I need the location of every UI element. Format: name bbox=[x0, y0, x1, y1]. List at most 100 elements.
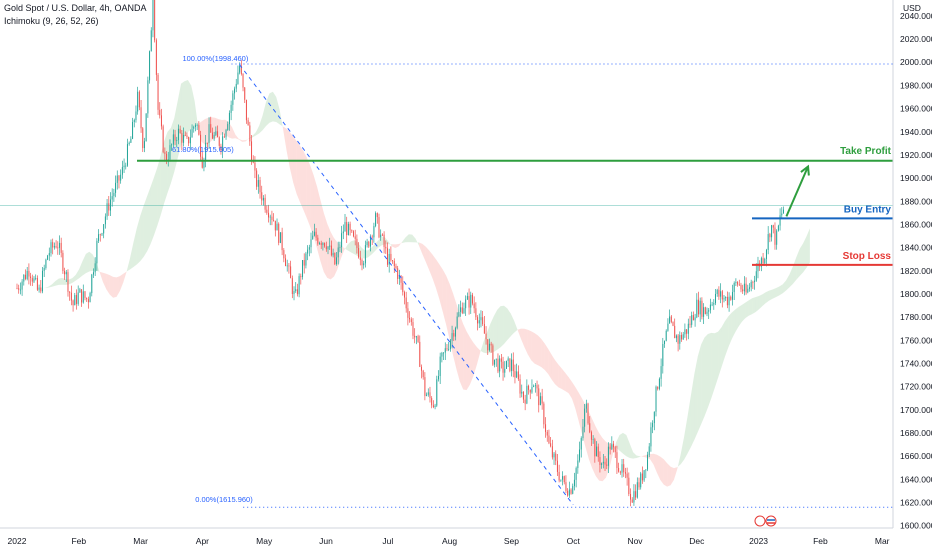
candle-body bbox=[380, 234, 382, 238]
candle-body bbox=[259, 180, 261, 193]
candle-body bbox=[325, 246, 327, 250]
cloud-segment bbox=[799, 243, 804, 276]
candle-body bbox=[169, 145, 171, 160]
candle-body bbox=[351, 230, 353, 232]
x-tick-label: Oct bbox=[567, 536, 581, 546]
candle-body bbox=[247, 120, 249, 126]
candle-body bbox=[313, 231, 315, 236]
cloud-segment bbox=[459, 314, 464, 390]
candle-body bbox=[468, 296, 470, 308]
cloud-segment bbox=[711, 332, 715, 399]
candle-body bbox=[720, 291, 722, 297]
cloud-segment bbox=[55, 278, 59, 286]
cloud-segment bbox=[126, 257, 131, 272]
candle-body bbox=[143, 141, 145, 149]
candle-body bbox=[694, 317, 696, 321]
candle-body bbox=[606, 464, 608, 466]
candle-body bbox=[487, 339, 489, 351]
target-arrow[interactable] bbox=[785, 166, 809, 217]
candle-body bbox=[597, 446, 599, 458]
cloud-segment bbox=[469, 337, 474, 385]
y-tick-label: 1600.000 bbox=[900, 521, 932, 531]
candle-body bbox=[149, 51, 151, 81]
candle-body bbox=[577, 460, 579, 469]
candle-body bbox=[55, 246, 57, 248]
us-flag-event-icon[interactable] bbox=[765, 515, 777, 527]
candle-body bbox=[84, 291, 86, 298]
candle-body bbox=[230, 104, 232, 113]
cloud-segment bbox=[463, 324, 467, 391]
candle-body bbox=[223, 136, 225, 138]
cloud-segment bbox=[619, 432, 623, 454]
candle-body bbox=[215, 131, 217, 135]
candle-body bbox=[302, 260, 304, 278]
candle-body bbox=[87, 299, 89, 303]
candle-body bbox=[517, 371, 519, 380]
candle-body bbox=[184, 134, 186, 136]
candle-body bbox=[555, 453, 557, 461]
candle-body bbox=[193, 126, 195, 129]
cloud-segment bbox=[534, 333, 538, 366]
candle-body bbox=[332, 252, 334, 256]
candle-body bbox=[211, 132, 213, 139]
candle-body bbox=[737, 282, 739, 285]
candle-body bbox=[655, 386, 657, 412]
cloud-segment bbox=[755, 296, 759, 313]
candle-body bbox=[475, 308, 477, 318]
cloud-segment bbox=[497, 306, 501, 350]
flash-event-icon[interactable] bbox=[754, 515, 766, 527]
candle-body bbox=[123, 165, 125, 168]
cloud-segment bbox=[680, 436, 685, 465]
candle-body bbox=[534, 385, 536, 387]
x-tick-label: Apr bbox=[196, 536, 209, 546]
candle-body bbox=[45, 259, 47, 268]
trendline[interactable] bbox=[239, 64, 574, 506]
candle-body bbox=[369, 236, 372, 247]
cloud-segment bbox=[116, 276, 120, 297]
candle-body bbox=[341, 233, 343, 248]
cloud-segment bbox=[130, 242, 134, 270]
candle-body bbox=[218, 137, 220, 146]
cloud-segment bbox=[738, 304, 742, 327]
candle-body bbox=[601, 463, 603, 465]
candle-body bbox=[200, 134, 202, 157]
candle-body bbox=[364, 245, 366, 264]
cloud-segment bbox=[741, 302, 746, 322]
candle-body bbox=[743, 283, 745, 292]
cloud-segment bbox=[62, 277, 66, 285]
candle-body bbox=[614, 447, 616, 453]
cloud-segment bbox=[344, 244, 348, 251]
candle-body bbox=[171, 144, 173, 146]
candle-body bbox=[587, 403, 589, 424]
candle-body bbox=[115, 182, 117, 193]
cloud-segment bbox=[102, 272, 107, 290]
candle-body bbox=[101, 233, 103, 235]
candle-body bbox=[179, 128, 181, 134]
candle-body bbox=[181, 133, 183, 143]
cloud-segment bbox=[677, 454, 681, 469]
price-axis-panel[interactable] bbox=[893, 0, 932, 550]
cloud-segment bbox=[704, 334, 708, 417]
candle-body bbox=[427, 392, 429, 395]
candle-body bbox=[658, 378, 660, 389]
y-tick-label: 1820.000 bbox=[900, 266, 932, 276]
candle-body bbox=[682, 334, 684, 340]
currency-label: USD bbox=[903, 3, 921, 13]
candle-body bbox=[104, 216, 106, 225]
cloud-segment bbox=[789, 266, 793, 288]
cloud-segment bbox=[565, 372, 569, 394]
candle-body bbox=[563, 476, 565, 483]
candle-body bbox=[604, 461, 606, 465]
candle-body bbox=[686, 329, 688, 334]
candle-body bbox=[672, 321, 674, 326]
candle-body bbox=[446, 348, 448, 350]
y-tick-label: 1680.000 bbox=[900, 428, 932, 438]
candle-body bbox=[662, 343, 664, 367]
cloud-segment bbox=[514, 320, 518, 333]
candle-body bbox=[75, 295, 77, 304]
cloud-segment bbox=[68, 278, 73, 285]
cloud-segment bbox=[123, 271, 127, 283]
cloud-segment bbox=[75, 269, 80, 281]
candle-body bbox=[613, 443, 615, 448]
